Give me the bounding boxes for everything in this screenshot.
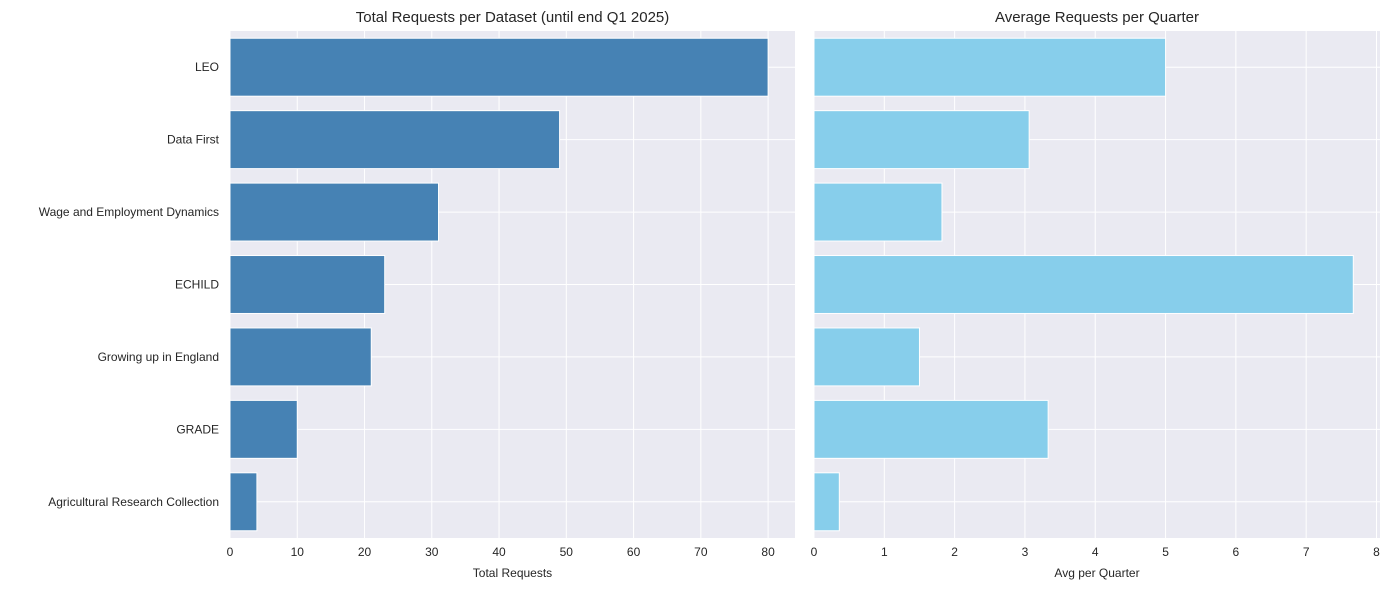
x-axis-label: Total Requests	[473, 566, 552, 580]
x-axis-label: Avg per Quarter	[1054, 566, 1139, 580]
x-tick-label: 30	[425, 545, 439, 559]
x-tick-label: 20	[358, 545, 372, 559]
bar	[813, 110, 1030, 170]
bar	[229, 37, 769, 97]
x-tick-labels: 0 10 20 30 40 50 60 70 80	[227, 545, 775, 559]
y-tick-label: Wage and Employment Dynamics	[39, 205, 219, 219]
x-tick-label: 0	[227, 545, 234, 559]
bar	[229, 110, 561, 170]
y-tick-label: GRADE	[176, 422, 219, 436]
bar	[229, 255, 386, 314]
x-tick-label: 5	[1162, 545, 1169, 559]
average-requests-chart: 0 1 2 3 4 5 6 7 8 Average Requests per Quarter A…	[811, 9, 1380, 580]
y-tick-label: ECHILD	[175, 278, 219, 292]
x-tick-labels: 0 1 2 3 4 5 6 7 8	[811, 545, 1380, 559]
bar	[229, 327, 372, 387]
y-tick-label: LEO	[195, 60, 219, 74]
bar	[813, 399, 1049, 459]
bar	[813, 472, 840, 532]
x-tick-label: 60	[627, 545, 641, 559]
y-tick-label: Growing up in England	[98, 350, 219, 364]
x-tick-label: 80	[761, 545, 775, 559]
total-requests-chart: LEO Data First Wage and Employment Dynamic…	[39, 9, 795, 580]
chart-title: Total Requests per Dataset (until end Q1…	[356, 9, 670, 26]
x-tick-label: 40	[492, 545, 506, 559]
y-tick-label: Data First	[167, 133, 220, 147]
y-tick-label: Agricultural Research Collection	[48, 495, 219, 509]
bars	[813, 37, 1354, 532]
x-tick-label: 70	[694, 545, 708, 559]
x-tick-label: 1	[881, 545, 888, 559]
bar	[813, 182, 943, 242]
bar	[813, 37, 1167, 97]
x-tick-label: 10	[291, 545, 305, 559]
x-tick-label: 50	[560, 545, 574, 559]
bar	[229, 472, 258, 532]
bar	[229, 399, 298, 459]
bar	[229, 182, 440, 242]
bars	[229, 37, 769, 532]
x-tick-label: 0	[811, 545, 818, 559]
x-tick-label: 7	[1303, 545, 1310, 559]
x-tick-label: 4	[1092, 545, 1099, 559]
x-tick-label: 8	[1373, 545, 1380, 559]
y-tick-labels: LEO Data First Wage and Employment Dynamic…	[39, 60, 220, 509]
x-tick-label: 3	[1022, 545, 1029, 559]
x-tick-label: 6	[1233, 545, 1240, 559]
chart-title: Average Requests per Quarter	[995, 9, 1199, 26]
bar	[813, 327, 920, 387]
bar	[813, 255, 1354, 314]
x-tick-label: 2	[951, 545, 958, 559]
